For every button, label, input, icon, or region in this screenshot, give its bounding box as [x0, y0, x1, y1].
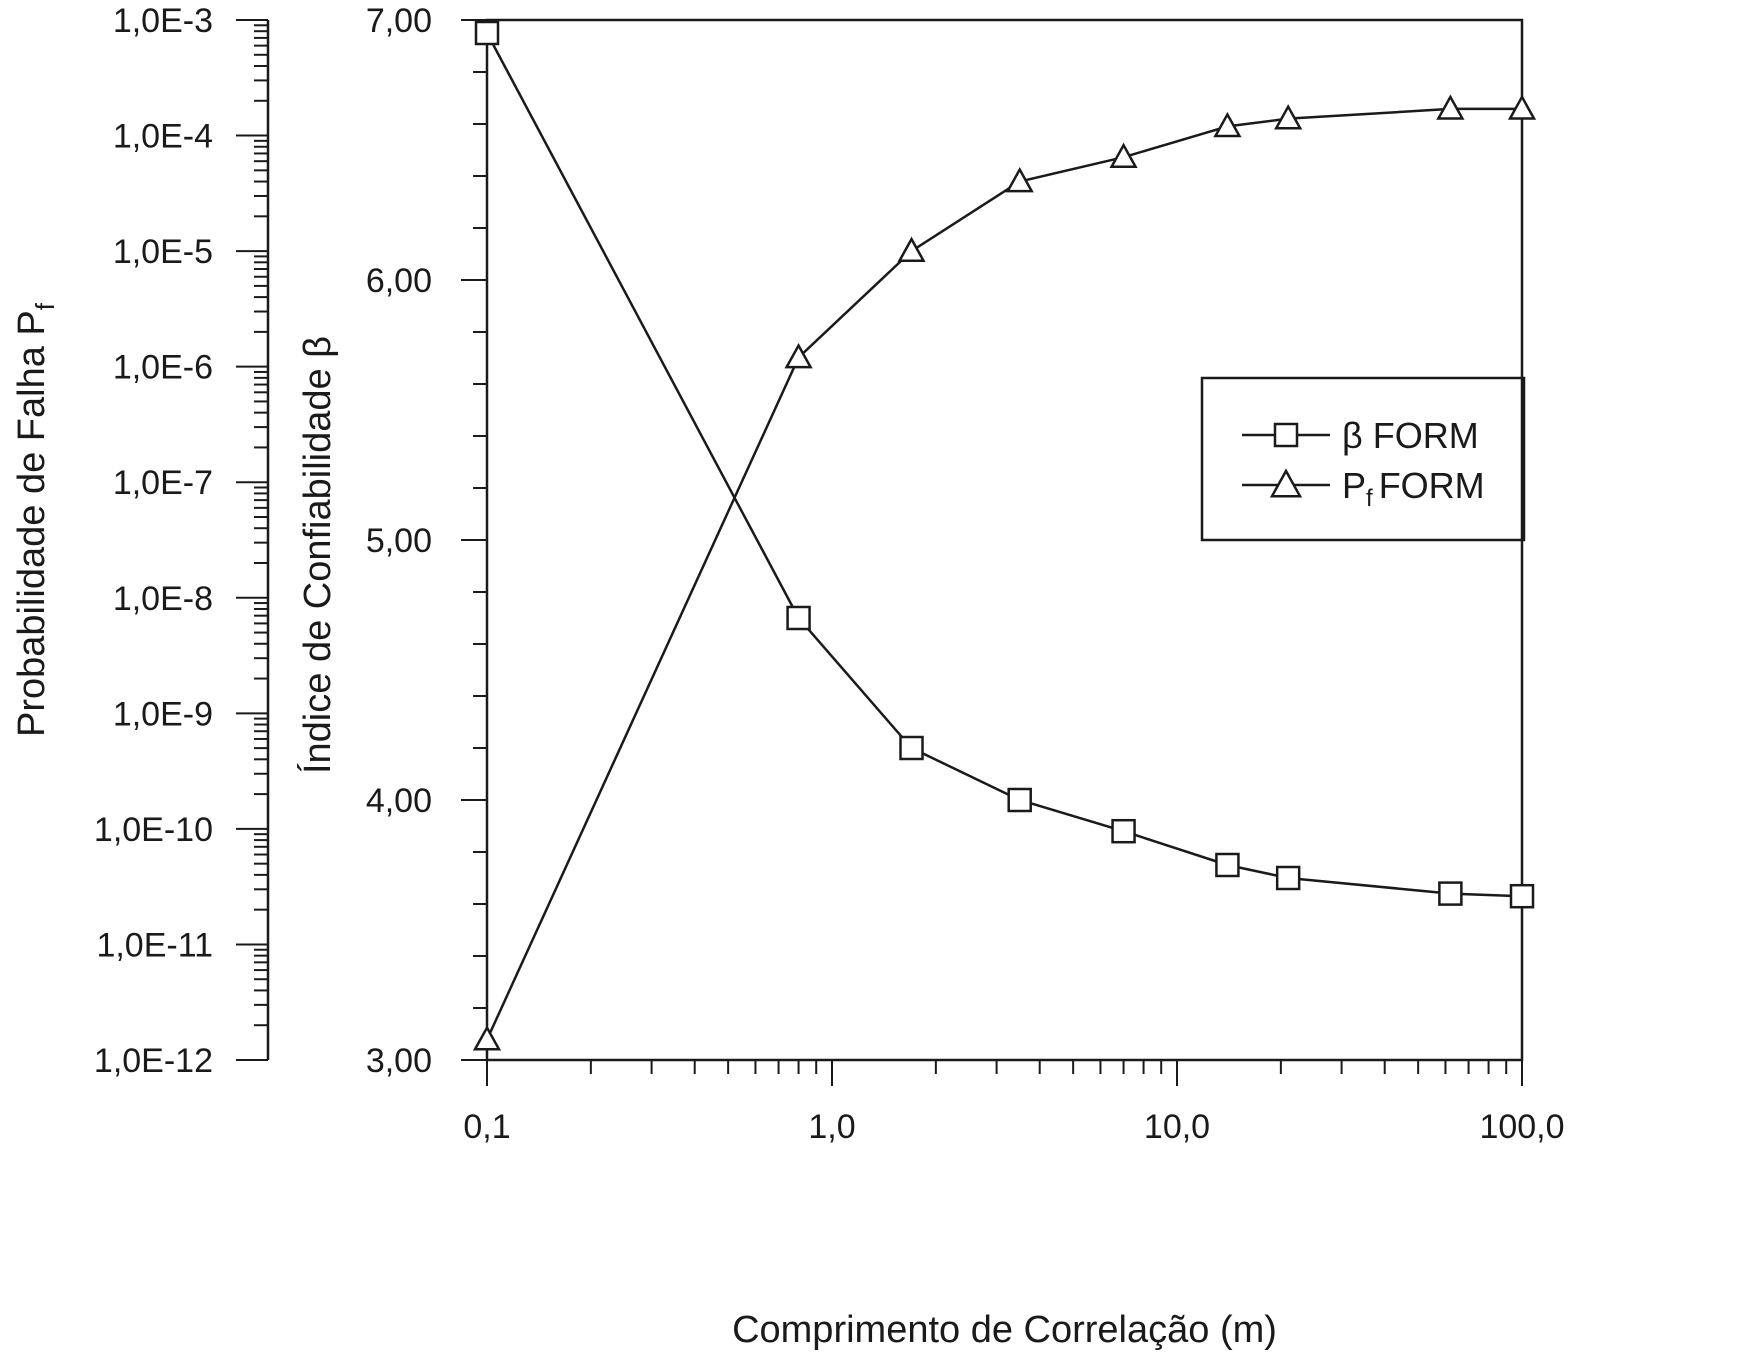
pf-point: [1109, 142, 1138, 169]
series-layer: [472, 20, 1537, 1051]
legend-label-pf-prefix: P: [1342, 465, 1366, 506]
beta-point: [1215, 852, 1240, 878]
beta-point: [899, 735, 924, 761]
pf-axis-title-main: Probabilidade de Falha P: [11, 310, 53, 737]
pf-tick-label: 1,0E-9: [113, 695, 213, 733]
pf-point: [1436, 94, 1465, 120]
beta-tick-label: 6,00: [366, 262, 432, 300]
pf-point: [472, 1025, 502, 1051]
series-line-pf: [485, 107, 1522, 1041]
pf-tick-label: 1,0E-12: [94, 1042, 213, 1080]
pf-axis-title: Probabilidade de Falha Pf: [11, 302, 60, 737]
legend-label-beta: β FORM: [1342, 415, 1479, 456]
pf-tick-label: 1,0E-4: [113, 118, 213, 156]
legend-box: [1200, 376, 1526, 542]
pf-point: [1274, 104, 1303, 130]
beta-axis: 3,00 4,00 5,00 6,00 7,00: [366, 2, 487, 1080]
legend-label-pf: Pf FORM: [1342, 465, 1485, 512]
pf-tick-label: 1,0E-11: [96, 926, 213, 964]
x-axis: 0,1 1,0 10,0 100,0: [463, 1060, 1565, 1146]
pf-point: [1005, 166, 1034, 193]
pf-axis: 1,0E-12 1,0E-11 1,0E-10 1,0E-9 1,0E-8 1,0E-7 1…: [94, 2, 270, 1080]
series-line-beta: [485, 32, 1523, 898]
beta-point: [1438, 881, 1463, 906]
pf-tick-label: 1,0E-7: [113, 464, 213, 502]
pf-tick-label: 1,0E-5: [113, 233, 213, 271]
x-tick-label: 0,1: [463, 1108, 510, 1146]
pf-axis-title-sub: f: [30, 302, 60, 310]
beta-point: [1509, 883, 1535, 909]
beta-tick-label: 4,00: [366, 782, 432, 820]
beta-point: [1007, 787, 1032, 813]
legend-marker-pf: [1269, 468, 1303, 498]
beta-axis-title: Índice de Confiabilidade β: [296, 336, 339, 774]
beta-point: [474, 20, 500, 46]
pf-point: [1507, 94, 1537, 120]
x-axis-title: Comprimento de Correlação (m): [732, 1309, 1277, 1351]
beta-point: [1111, 818, 1136, 844]
pf-tick-label: 1,0E-6: [113, 349, 213, 387]
pf-tick-label: 1,0E-8: [113, 580, 213, 618]
x-tick-label: 10,0: [1144, 1108, 1210, 1146]
pf-point: [1213, 111, 1242, 138]
beta-tick-label: 7,00: [366, 2, 432, 40]
x-tick-label: 100,0: [1479, 1108, 1564, 1146]
x-tick-label: 1,0: [808, 1108, 855, 1146]
pf-point: [784, 342, 813, 369]
legend-marker-beta: [1273, 422, 1299, 448]
pf-tick-label: 1,0E-10: [94, 811, 213, 849]
pf-tick-label: 1,0E-3: [113, 2, 213, 40]
legend-label-pf-name: FORM: [1379, 465, 1485, 506]
beta-point: [1275, 865, 1301, 891]
beta-tick-label: 5,00: [366, 522, 432, 560]
beta-tick-label: 3,00: [366, 1042, 432, 1080]
legend: β FORM Pf FORM: [1200, 376, 1526, 542]
legend-label-pf-sub: f: [1366, 485, 1373, 512]
beta-point: [786, 605, 811, 631]
pf-point: [897, 236, 926, 262]
